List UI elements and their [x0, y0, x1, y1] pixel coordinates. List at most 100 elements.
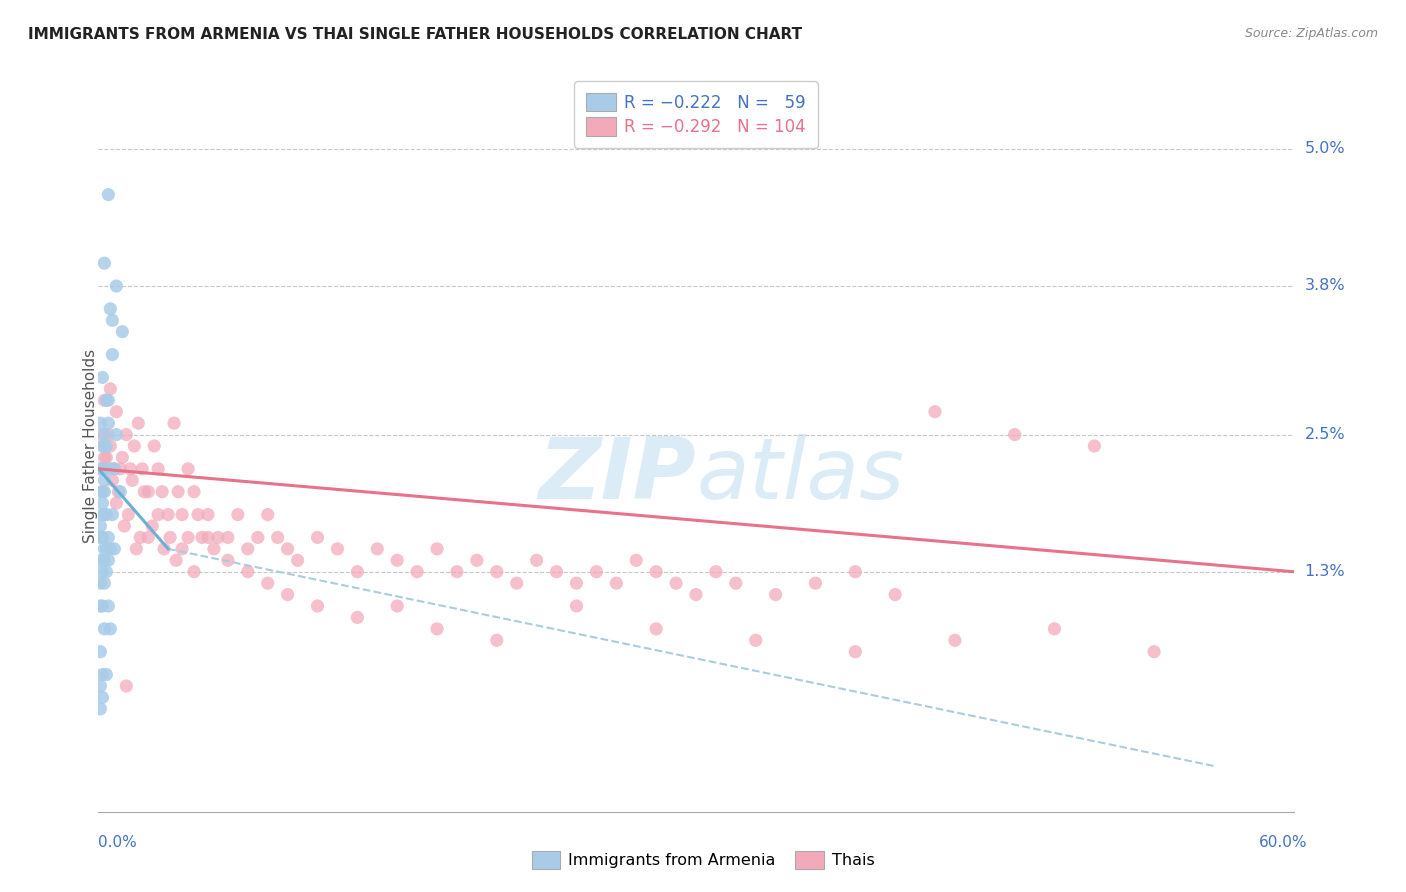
Point — [93, 462, 115, 476]
Point — [91, 439, 114, 453]
Point — [93, 576, 115, 591]
Point — [96, 508, 118, 522]
Point — [134, 484, 156, 499]
Point — [91, 484, 114, 499]
Point — [236, 541, 259, 556]
Point — [105, 279, 128, 293]
Point — [89, 416, 111, 430]
Point — [89, 462, 111, 476]
Point — [117, 508, 139, 522]
Point — [93, 541, 115, 556]
Point — [645, 565, 668, 579]
Point — [124, 439, 146, 453]
Point — [103, 541, 125, 556]
Point — [93, 622, 115, 636]
Point — [105, 496, 128, 510]
Point — [844, 565, 866, 579]
Point — [765, 588, 787, 602]
Point — [98, 301, 122, 316]
Point — [91, 565, 114, 579]
Point — [89, 576, 111, 591]
Point — [131, 462, 153, 476]
Point — [98, 462, 122, 476]
Point — [141, 519, 163, 533]
Point — [101, 473, 124, 487]
Point — [585, 565, 607, 579]
Point — [91, 530, 114, 544]
Point — [89, 645, 111, 659]
Point — [346, 565, 368, 579]
Point — [406, 565, 429, 579]
Point — [685, 588, 707, 602]
Point — [125, 541, 148, 556]
Point — [96, 393, 118, 408]
Point — [150, 484, 173, 499]
Point — [105, 427, 128, 442]
Text: 3.8%: 3.8% — [1305, 278, 1346, 293]
Point — [163, 416, 186, 430]
Point — [89, 462, 111, 476]
Point — [93, 553, 115, 567]
Point — [804, 576, 827, 591]
Point — [89, 553, 111, 567]
Text: 60.0%: 60.0% — [1260, 836, 1308, 850]
Point — [287, 553, 309, 567]
Point — [267, 530, 290, 544]
Point — [704, 565, 727, 579]
Point — [97, 553, 120, 567]
Point — [187, 508, 209, 522]
Text: 5.0%: 5.0% — [1305, 141, 1346, 156]
Text: 1.3%: 1.3% — [1305, 565, 1346, 579]
Point — [426, 541, 449, 556]
Point — [1143, 645, 1166, 659]
Point — [97, 416, 120, 430]
Point — [626, 553, 648, 567]
Point — [485, 565, 508, 579]
Y-axis label: Single Father Households: Single Father Households — [83, 349, 97, 543]
Point — [112, 519, 135, 533]
Point — [110, 484, 132, 499]
Point — [98, 439, 122, 453]
Point — [172, 541, 194, 556]
Point — [129, 530, 152, 544]
Point — [89, 702, 111, 716]
Point — [91, 599, 114, 613]
Point — [96, 450, 118, 465]
Point — [645, 622, 668, 636]
Point — [143, 439, 166, 453]
Point — [565, 576, 588, 591]
Point — [546, 565, 568, 579]
Point — [111, 450, 134, 465]
Point — [127, 416, 149, 430]
Point — [1004, 427, 1026, 442]
Point — [97, 427, 120, 442]
Point — [197, 508, 219, 522]
Point — [1083, 439, 1105, 453]
Point — [120, 462, 142, 476]
Point — [93, 439, 115, 453]
Point — [89, 519, 111, 533]
Legend: Immigrants from Armenia, Thais: Immigrants from Armenia, Thais — [526, 845, 880, 875]
Point — [177, 462, 200, 476]
Point — [98, 541, 122, 556]
Point — [115, 427, 138, 442]
Point — [485, 633, 508, 648]
Point — [565, 599, 588, 613]
Point — [165, 553, 187, 567]
Point — [101, 508, 124, 522]
Point — [943, 633, 966, 648]
Point — [256, 576, 278, 591]
Point — [307, 530, 329, 544]
Point — [159, 530, 181, 544]
Point — [446, 565, 468, 579]
Point — [121, 473, 143, 487]
Point — [465, 553, 488, 567]
Point — [93, 508, 115, 522]
Point — [277, 541, 299, 556]
Point — [96, 667, 118, 681]
Point — [97, 530, 120, 544]
Point — [526, 553, 548, 567]
Point — [183, 565, 205, 579]
Text: atlas: atlas — [696, 434, 904, 516]
Point — [91, 667, 114, 681]
